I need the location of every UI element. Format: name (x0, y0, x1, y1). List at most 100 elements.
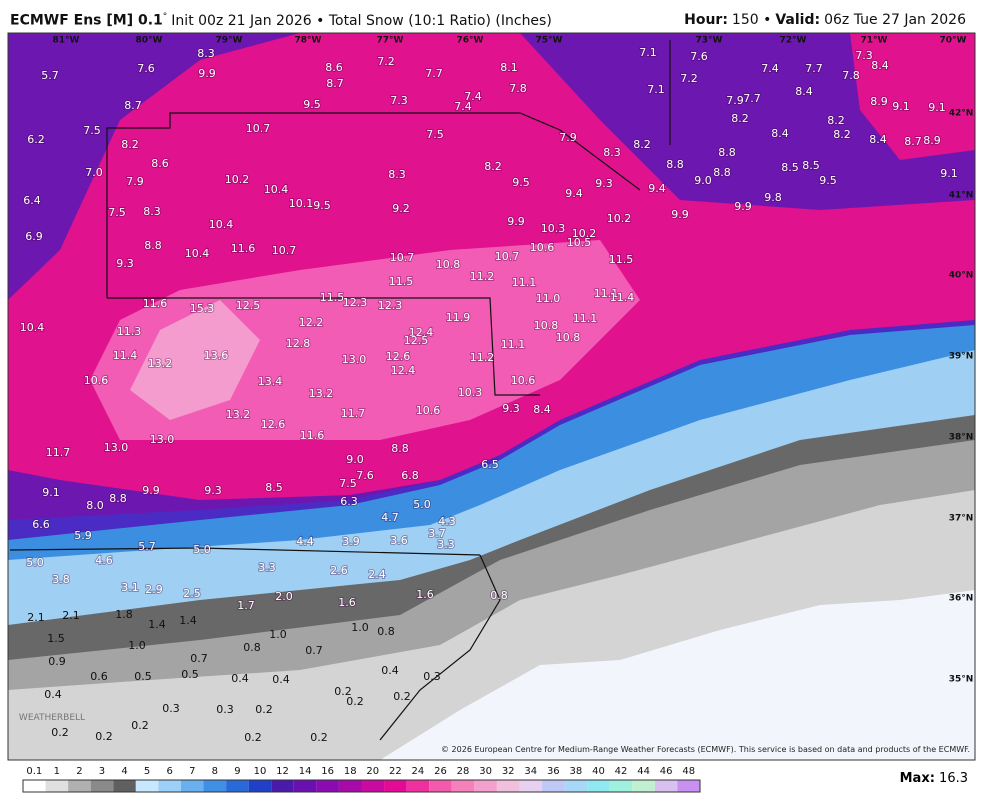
snow-total: 8.7 (904, 135, 922, 148)
snow-total: 10.7 (246, 122, 271, 135)
snow-total: 6.5 (481, 458, 499, 471)
snow-total: 7.5 (426, 128, 444, 141)
max-value: 16.3 (939, 771, 968, 786)
colorbar-swatch (654, 780, 678, 792)
snow-total: 8.6 (151, 157, 169, 170)
snow-total: 0.2 (51, 726, 69, 739)
snow-total: 9.3 (502, 402, 520, 415)
snow-total: 9.9 (142, 484, 160, 497)
colorbar-swatch (361, 780, 385, 792)
snow-total: 4.7 (381, 511, 399, 524)
snow-total: 10.7 (390, 251, 415, 264)
snow-total: 10.4 (20, 321, 45, 334)
snow-total: 11.1 (573, 312, 598, 325)
snow-total: 12.5 (236, 299, 261, 312)
snow-total: 7.0 (85, 166, 103, 179)
snow-total: 1.5 (47, 632, 65, 645)
snow-total: 7.7 (743, 92, 761, 105)
snow-total: 7.5 (339, 477, 357, 490)
snow-total: 10.4 (209, 218, 234, 231)
colorbar-label: 20 (366, 766, 379, 777)
colorbar-label: 36 (547, 766, 560, 777)
snow-total: 8.2 (731, 112, 749, 125)
snow-total: 7.6 (356, 469, 374, 482)
snow-total: 7.8 (509, 82, 527, 95)
snow-total: 9.1 (940, 167, 958, 180)
snow-total: 9.9 (671, 208, 689, 221)
snow-total: 4.4 (296, 535, 314, 548)
snow-total: 12.3 (378, 299, 403, 312)
colorbar-label: 2 (76, 766, 82, 777)
snow-total: 8.3 (603, 146, 621, 159)
snow-total: 8.4 (871, 59, 889, 72)
colorbar-label: 8 (212, 766, 218, 777)
lat-label: 40°N (949, 271, 974, 281)
lat-label: 42°N (949, 109, 974, 119)
snow-total: 9.9 (734, 200, 752, 213)
snow-total: 9.5 (512, 176, 530, 189)
snow-total: 3.1 (121, 581, 139, 594)
snow-total: 1.0 (351, 621, 369, 634)
colorbar-swatch (632, 780, 655, 792)
snow-total: 8.4 (795, 85, 813, 98)
snow-total: 8.2 (633, 138, 651, 151)
snow-total: 0.8 (377, 625, 395, 638)
colorbar-label: 4 (121, 766, 127, 777)
snow-total: 10.8 (436, 258, 461, 271)
snow-total: 12.5 (404, 334, 429, 347)
title: ECMWF Ens [M] 0.1 (10, 12, 163, 29)
snow-total: 8.4 (869, 133, 887, 146)
snow-total: 9.0 (346, 453, 364, 466)
snow-total: 10.1 (289, 197, 314, 210)
colorbar-swatch (226, 780, 249, 792)
snow-total: 2.6 (330, 564, 348, 577)
snow-total: 3.7 (428, 527, 446, 540)
logo: WEATHERBELL (19, 713, 85, 723)
coast (379, 554, 501, 741)
snow-total: 11.4 (610, 291, 635, 304)
state-line (106, 112, 641, 298)
snow-total: 0.4 (231, 672, 249, 685)
snow-total: 13.0 (104, 441, 129, 454)
lon-label: 81°W (53, 36, 80, 46)
snow-total: 0.2 (131, 719, 149, 732)
colorbar-label: 30 (479, 766, 492, 777)
lon-label: 80°W (136, 36, 163, 46)
colorbar-label: 7 (189, 766, 195, 777)
snow-total: 6.6 (32, 518, 50, 531)
snow-total: 11.1 (512, 276, 537, 289)
snow-total: 1.4 (148, 618, 166, 631)
max: Max: 16.3 (900, 771, 968, 786)
snow-total: 13.2 (309, 387, 334, 400)
snow-total: 0.2 (334, 685, 352, 698)
snow-total: 11.6 (300, 429, 325, 442)
snow-total: 1.8 (115, 608, 133, 621)
colorbar-label: 28 (457, 766, 470, 777)
snow-total: 9.8 (764, 191, 782, 204)
snow-total: 10.8 (534, 319, 559, 332)
valid: 06z Tue 27 Jan 2026 (824, 12, 966, 28)
snow-total: 0.2 (95, 730, 113, 743)
snow-total: 9.0 (694, 174, 712, 187)
snow-total: 7.9 (726, 94, 744, 107)
snow-total: 11.6 (143, 297, 168, 310)
snow-total: 13.0 (342, 353, 367, 366)
copyright: © 2026 European Centre for Medium-Range … (441, 745, 970, 754)
snow-total: 1.6 (416, 588, 434, 601)
snow-total: 7.7 (805, 62, 823, 75)
snow-total: 13.4 (258, 375, 283, 388)
snow-total: 2.5 (183, 587, 201, 600)
snow-total: 5.9 (74, 529, 92, 542)
colorbar-label: 18 (344, 766, 357, 777)
colorbar-label: 46 (660, 766, 673, 777)
max-label: Max: (899, 771, 935, 786)
snow-total: 10.2 (572, 227, 597, 240)
snow-total: 3.6 (390, 534, 408, 547)
colorbar-swatch (429, 780, 452, 792)
snow-total: 10.2 (225, 173, 250, 186)
snow-total: 8.8 (718, 146, 736, 159)
degree: ° (162, 12, 168, 22)
colorbar-swatch (587, 780, 610, 792)
snow-total: 10.4 (264, 183, 289, 196)
snow-total: 15.3 (190, 302, 215, 315)
